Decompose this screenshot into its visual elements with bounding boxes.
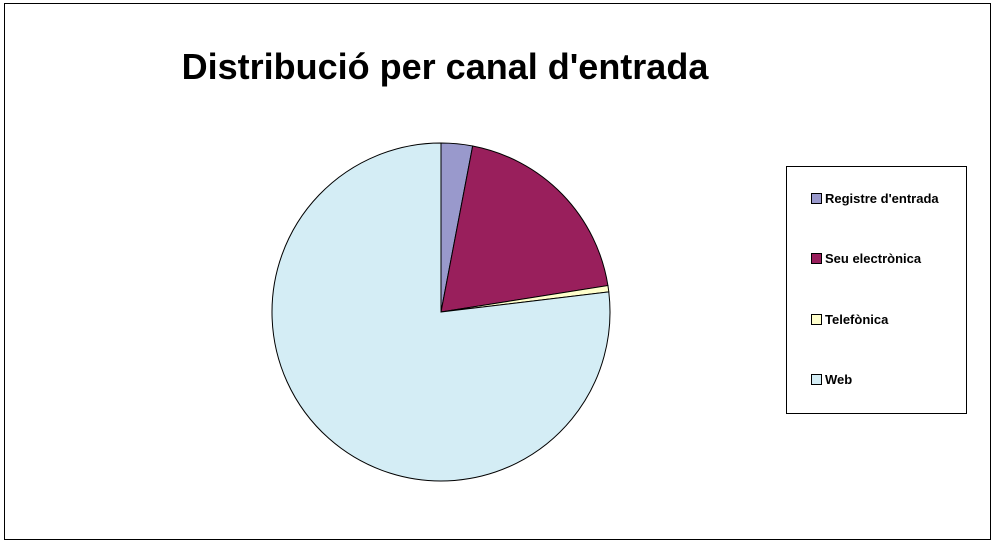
legend-label: Web (825, 372, 853, 387)
legend-swatch (811, 374, 822, 385)
legend-item: Telefònica (811, 312, 888, 327)
legend-item: Seu electrònica (811, 251, 921, 266)
legend-label: Registre d'entrada (825, 191, 939, 206)
legend-item: Registre d'entrada (811, 191, 939, 206)
chart-title: Distribució per canal d'entrada (181, 46, 709, 87)
legend-swatch (811, 253, 822, 264)
legend-swatch (811, 314, 822, 325)
chart-frame: Distribució per canal d'entrada Registre… (4, 3, 991, 540)
legend-item: Web (811, 372, 852, 387)
pie-chart (271, 142, 611, 482)
legend: Registre d'entrada Seu electrònica Telefòn… (786, 166, 967, 414)
pie-slice-seu-electr-nica (440, 145, 609, 313)
legend-label: Seu electrònica (825, 251, 922, 266)
legend-swatch (811, 193, 822, 204)
pie-slice-web (271, 142, 611, 482)
legend-label: Telefònica (825, 312, 889, 327)
